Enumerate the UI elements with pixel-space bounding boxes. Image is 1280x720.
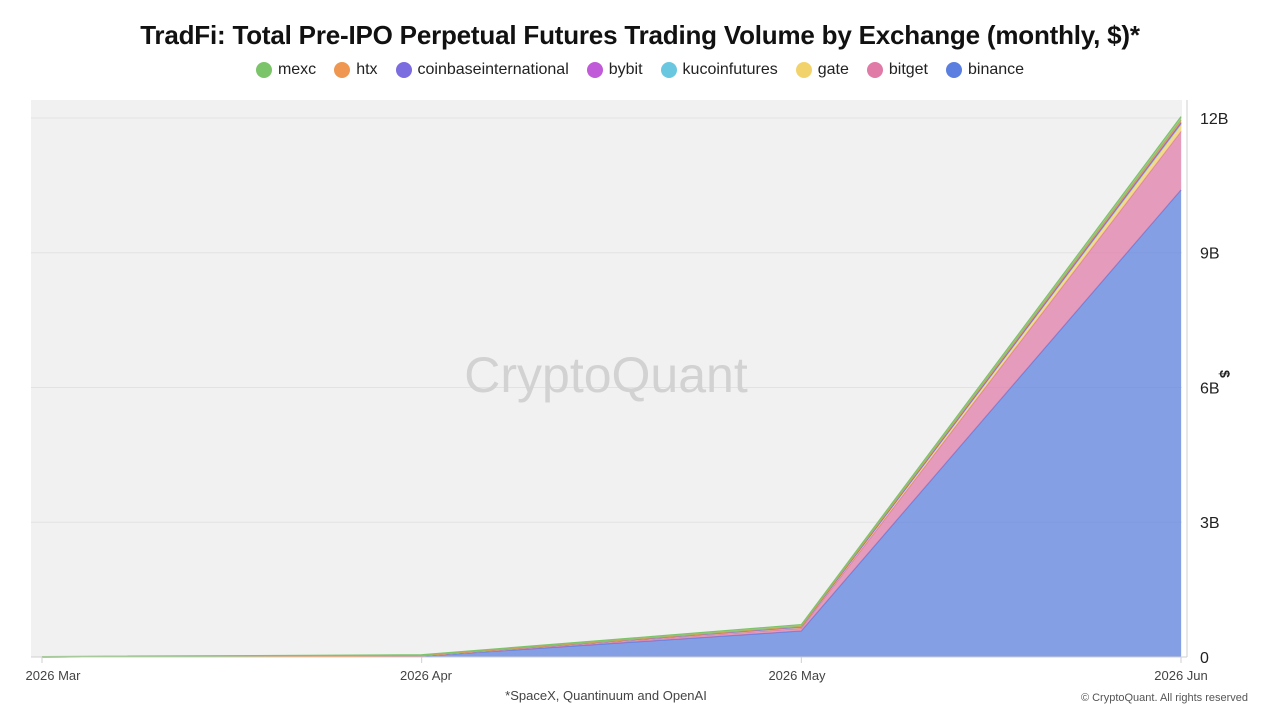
watermark: CryptoQuant xyxy=(464,347,748,403)
legend-label-bitget: bitget xyxy=(888,61,928,78)
x-tick-label-1: 2026 Apr xyxy=(400,668,453,683)
legend-label-gate: gate xyxy=(817,61,849,78)
copyright: © CryptoQuant. All rights reserved xyxy=(1080,692,1248,704)
legend-item-gate[interactable]: gate xyxy=(795,61,849,79)
legend-swatch-gate xyxy=(795,62,812,78)
legend-item-htx[interactable]: htx xyxy=(334,61,378,79)
legend-label-bybit: bybit xyxy=(608,61,643,78)
y-tick-label-1: 3B xyxy=(1200,515,1220,532)
y-tick-label-0: 0 xyxy=(1200,650,1209,667)
legend-item-bitget[interactable]: bitget xyxy=(866,61,928,79)
legend-swatch-kucoinfutures xyxy=(660,62,677,78)
chart-title: TradFi: Total Pre-IPO Perpetual Futures … xyxy=(140,20,1140,50)
x-tick-label-3: 2026 Jun xyxy=(1154,668,1208,683)
legend-swatch-htx xyxy=(334,62,351,78)
legend-item-kucoinfutures[interactable]: kucoinfutures xyxy=(660,61,778,79)
y-tick-label-3: 9B xyxy=(1200,246,1220,263)
legend-swatch-coinbaseinternational xyxy=(395,62,412,78)
y-tick-label-2: 6B xyxy=(1200,380,1220,397)
legend-swatch-bybit xyxy=(586,62,603,78)
legend-item-binance[interactable]: binance xyxy=(946,61,1024,79)
legend-swatch-bitget xyxy=(866,62,883,78)
legend-swatch-mexc xyxy=(255,62,272,78)
x-tick-label-0: 2026 Mar xyxy=(26,668,82,683)
legend-swatch-binance xyxy=(946,62,962,78)
legend-item-bybit[interactable]: bybit xyxy=(586,61,643,79)
x-tick-label-2: 2026 May xyxy=(768,668,826,683)
legend-label-htx: htx xyxy=(356,61,378,78)
y-axis-label: $ xyxy=(1217,370,1233,378)
y-tick-label-4: 12B xyxy=(1200,111,1228,128)
chart-legend: mexc htx coinbaseinternational bybit kucoinf… xyxy=(0,61,1280,79)
legend-item-coinbaseinternational[interactable]: coinbaseinternational xyxy=(395,61,569,79)
footnote: *SpaceX, Quantinuum and OpenAI xyxy=(505,688,707,703)
legend-label-binance: binance xyxy=(968,61,1025,78)
legend-label-mexc: mexc xyxy=(277,61,317,78)
area-binance xyxy=(42,189,1181,657)
legend-item-mexc[interactable]: mexc xyxy=(255,61,317,79)
legend-label-kucoinfutures: kucoinfutures xyxy=(682,61,778,78)
legend-label-coinbaseinternational: coinbaseinternational xyxy=(417,61,569,78)
line-mexc xyxy=(41,116,1182,658)
